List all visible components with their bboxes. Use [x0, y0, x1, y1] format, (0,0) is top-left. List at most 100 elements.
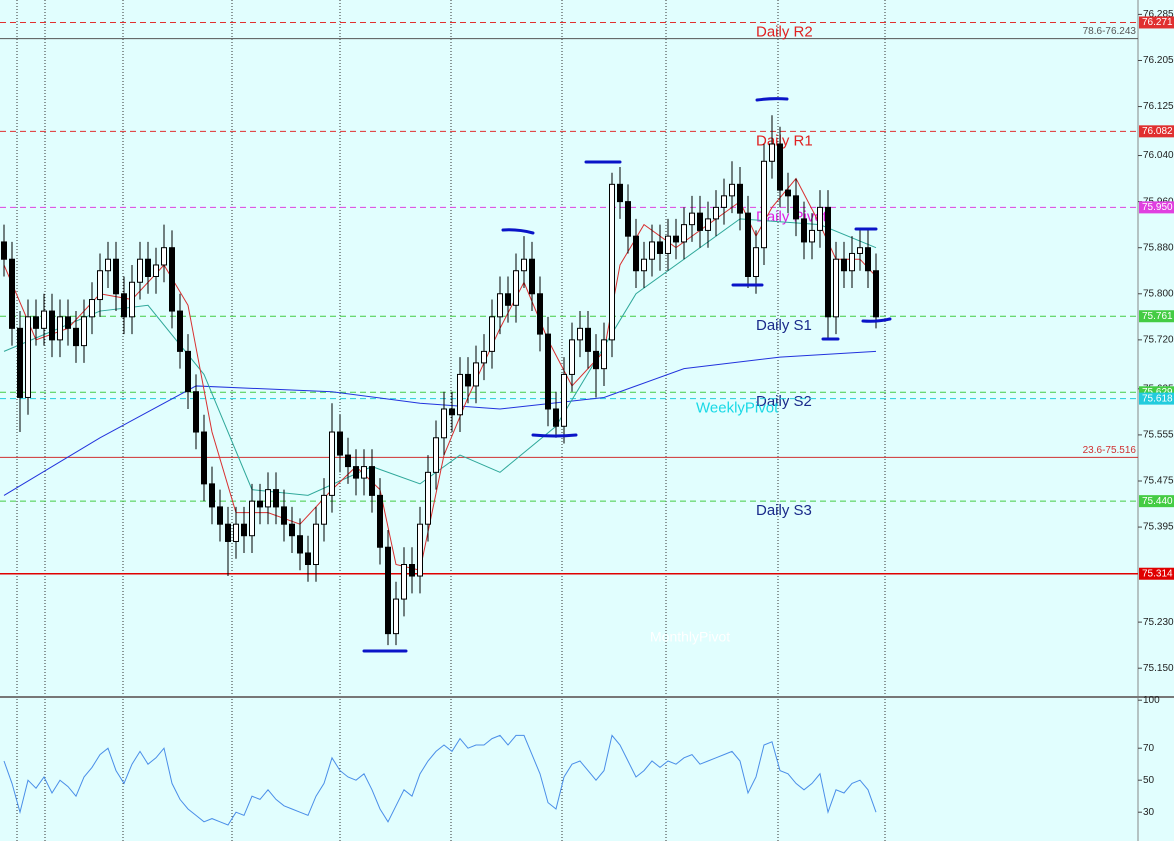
- monthly-pivot-label: MonthlyPivot: [650, 629, 730, 645]
- candle-body: [393, 598, 399, 635]
- candle-body: [57, 316, 63, 341]
- candle-body: [49, 310, 55, 341]
- candle-body: [601, 339, 607, 370]
- candle-body: [273, 489, 279, 508]
- candle-body: [785, 189, 791, 197]
- y-tick-label: 75.475: [1143, 476, 1174, 487]
- candle-body: [825, 206, 831, 318]
- candle-body: [257, 500, 263, 508]
- y-tick-label: 75.555: [1143, 430, 1174, 441]
- y-tick-label: 75.880: [1143, 242, 1174, 253]
- candle-body: [129, 281, 135, 318]
- rsi-tick-label: 100: [1143, 695, 1160, 706]
- candle-body: [249, 500, 255, 537]
- candle-body: [177, 310, 183, 352]
- level-tag: [1139, 201, 1174, 214]
- candle-body: [833, 258, 839, 318]
- y-tick-label: 75.800: [1143, 288, 1174, 299]
- candle-body: [161, 247, 167, 266]
- candle-body: [281, 506, 287, 525]
- candle-body: [169, 247, 175, 312]
- candle-body: [545, 333, 551, 410]
- candle-body: [25, 316, 31, 398]
- swing-markers: [362, 97, 892, 653]
- candle-body: [561, 373, 567, 427]
- candle-body: [769, 143, 775, 162]
- candle-body: [289, 523, 295, 537]
- candle-body: [145, 258, 151, 277]
- candle-body: [65, 316, 71, 329]
- candle-body: [697, 212, 703, 231]
- candle-body: [521, 258, 527, 272]
- candle-body: [73, 327, 79, 347]
- candle-body: [441, 408, 447, 439]
- y-tick-label: 76.285: [1143, 9, 1174, 20]
- candle-body: [385, 546, 391, 635]
- candle-body: [313, 523, 319, 566]
- candle-body: [17, 327, 23, 398]
- candle-body: [433, 437, 439, 473]
- y-tick-label: 76.205: [1143, 55, 1174, 66]
- candle-body: [569, 339, 575, 375]
- rsi-tick-label: 50: [1143, 775, 1155, 786]
- candle-body: [337, 431, 343, 456]
- candle-body: [185, 350, 191, 393]
- candle-body: [841, 258, 847, 272]
- candle-body: [497, 293, 503, 318]
- candle-body: [137, 258, 143, 283]
- candle-body: [409, 564, 415, 577]
- swing-marker: [531, 433, 578, 438]
- candle-body: [753, 247, 759, 277]
- candle-body: [513, 270, 519, 306]
- level-name: Daily R2: [756, 23, 813, 40]
- level-tag: [1139, 567, 1174, 580]
- candle-body: [721, 195, 727, 208]
- level-tag-label: 75.314: [1142, 568, 1173, 579]
- candle-body: [473, 362, 479, 387]
- candle-body: [465, 373, 471, 387]
- level-tag-label: 75.440: [1142, 496, 1173, 507]
- level-tag-label: 75.618: [1142, 393, 1173, 404]
- candle-body: [665, 235, 671, 254]
- candle-body: [625, 201, 631, 237]
- swing-marker: [861, 317, 892, 323]
- level-name: Daily S3: [756, 502, 812, 519]
- candle-body: [817, 206, 823, 231]
- candle-body: [849, 252, 855, 272]
- candle-body: [417, 523, 423, 577]
- candle-body: [593, 350, 599, 370]
- candle-body: [233, 523, 239, 542]
- candle-body: [201, 431, 207, 485]
- level-name: Daily R1: [756, 132, 813, 149]
- candle-body: [681, 224, 687, 243]
- candle-body: [353, 466, 359, 479]
- candle-body: [481, 350, 487, 364]
- candle-body: [745, 212, 751, 277]
- candle-body: [537, 293, 543, 335]
- candle-body: [729, 183, 735, 197]
- candle-body: [265, 489, 271, 508]
- candle-body: [553, 408, 559, 427]
- candle-body: [641, 258, 647, 272]
- candle-body: [321, 494, 327, 525]
- candle-body: [689, 212, 695, 226]
- candle-body: [649, 241, 655, 260]
- candle-body: [97, 270, 103, 301]
- candle-body: [361, 466, 367, 479]
- candle-body: [1, 241, 7, 260]
- candle-body: [329, 431, 335, 496]
- candle-body: [673, 235, 679, 243]
- level-name: Daily S1: [756, 317, 812, 334]
- level-tag: [1139, 392, 1174, 405]
- candle-body: [241, 523, 247, 537]
- moving-average: [3, 218, 877, 496]
- candle-body: [801, 218, 807, 243]
- candle-body: [105, 258, 111, 272]
- candle-body: [33, 316, 39, 329]
- level-tag-label: 76.271: [1142, 17, 1173, 28]
- candle-body: [505, 293, 511, 306]
- swing-marker: [501, 228, 535, 235]
- candle-body: [41, 310, 47, 329]
- candle-body: [225, 523, 231, 542]
